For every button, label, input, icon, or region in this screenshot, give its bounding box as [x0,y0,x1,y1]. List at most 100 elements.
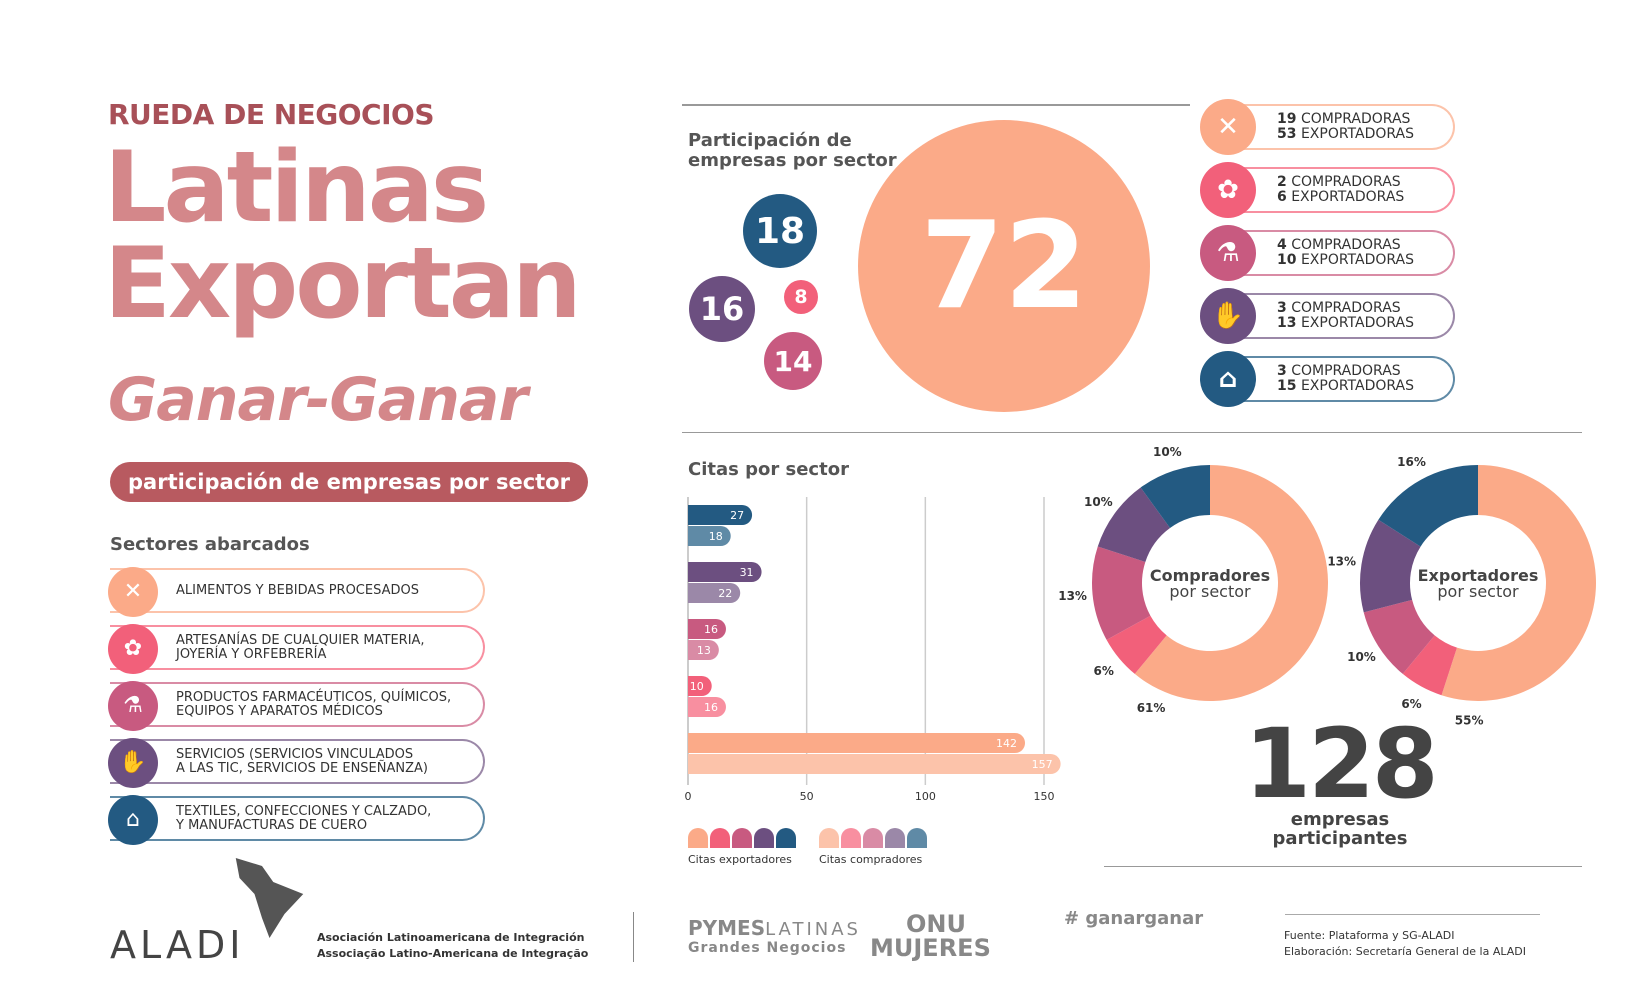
hash-icon: # [1064,908,1080,929]
sector-label: TEXTILES, CONFECCIONES Y CALZADO, [176,803,432,819]
exporters-label: EXPORTADORAS [1291,189,1405,205]
exporters-label: EXPORTADORAS [1300,252,1415,268]
slice-percent-label: 10% [1347,650,1376,664]
legend-swatch [885,828,905,848]
legend-swatch [841,828,861,848]
heading-line: Participación de [688,130,852,151]
bar-farma-exportadores [688,619,726,639]
credits-text: Elaboración: Secretaría General de la AL… [1284,945,1526,958]
source-text: Fuente: Plataforma y SG-ALADI [1284,929,1455,942]
count-item-artesanias: 2 COMPRADORAS 6 EXPORTADORAS [1237,167,1455,213]
legend-swatch [754,828,774,848]
bar-value-label: 31 [740,566,754,579]
sector-label: Y MANUFACTURAS DE CUERO [176,817,368,833]
buyers-label: COMPRADORAS [1291,174,1401,190]
buyers-label: COMPRADORAS [1291,237,1401,253]
aladi-name-pt: Associação Latino-Americana de Integraçã… [317,947,589,960]
pymes-text: PYMES [688,916,766,940]
aladi-names: Asociación Latinoamericana de Integració… [317,930,588,962]
sector-item-servicios: ✋ SERVICIOS (SERVICIOS VINCULADOS A LAS T… [108,738,485,788]
bar-value-label: 142 [996,737,1017,750]
buyers-count: 3 [1277,363,1287,379]
bar-artesanias-compradores [688,697,726,717]
hanger-icon: ⌂ [108,795,158,845]
onu-mujeres-logo: ONU MUJERES [870,912,991,960]
aladi-logo: ALADI [110,923,245,967]
hand-icon: ✋ [108,738,158,788]
exporters-count: 13 [1277,315,1297,331]
sector-label: ALIMENTOS Y BEBIDAS PROCESADOS [176,582,419,598]
donut-subtitle: por sector [1437,582,1519,601]
donut-title: Exportadores [1417,566,1539,585]
slice-percent-label: 6% [1401,697,1421,711]
sector-item-alimentos: ✕ ALIMENTOS Y BEBIDAS PROCESADOS [108,567,485,617]
buyers-count: 4 [1277,237,1287,253]
kicker: RUEDA DE NEGOCIOS [108,98,434,131]
donut-subtitle: por sector [1169,582,1251,601]
sectors-heading: Sectores abarcados [110,534,310,555]
bar-value-label: 10 [690,680,704,693]
donut-label-exportadores: Exportadores por sector [1378,568,1578,600]
buyers-count: 2 [1277,174,1287,190]
donut-slice-servicios [1360,519,1421,613]
bar-value-label: 13 [697,644,711,657]
legend-swatch [819,828,839,848]
sector-label: JOYERÍA Y ORFEBRERÍA [176,646,327,662]
sector-label: ARTESANÍAS DE CUALQUIER MATERIA, [176,632,425,648]
jewel-icon: ✿ [108,624,158,674]
bar-alimentos-exportadores [688,733,1026,753]
slice-percent-label: 55% [1455,714,1484,728]
title-line-1: Latinas [104,131,489,245]
donut-title: Compradores [1149,566,1271,585]
total-number: 128 [1244,708,1438,820]
exporters-count: 15 [1277,378,1297,394]
count-item-servicios: 3 COMPRADORAS 13 EXPORTADORAS [1237,293,1455,339]
legend-swatch [863,828,883,848]
exporters-label: EXPORTADORAS [1300,315,1415,331]
aladi-name-es: Asociación Latinoamericana de Integració… [317,931,585,944]
donut-slice-farma [1092,546,1151,640]
total-label: empresas [1290,809,1390,830]
legend-swatch [732,828,752,848]
exporters-count: 53 [1277,126,1297,142]
test-tube-icon: ⚗ [1200,225,1256,281]
bar-alimentos-compradores [687,754,1061,774]
x-tick-label: 50 [800,790,814,803]
x-tick-label: 100 [915,790,936,803]
fork-knife-icon: ✕ [108,567,158,617]
count-item-farma: 4 COMPRADORAS 10 EXPORTADORAS [1237,230,1455,276]
bar-textiles-compradores [688,526,731,546]
divider [1104,866,1582,867]
bar-value-label: 18 [709,530,723,543]
bar-value-label: 22 [718,587,732,600]
x-tick-label: 0 [685,790,692,803]
bubble-farma: 14 [764,332,822,390]
sector-label: SERVICIOS (SERVICIOS VINCULADOS [176,746,414,762]
donut-slice-textiles [1378,465,1478,547]
legend-label: Citas exportadores [688,853,792,866]
legend-exportadores: Citas exportadores [688,828,798,868]
donut-slice-alimentos [1134,465,1328,701]
legend-swatch [907,828,927,848]
bar-servicios-compradores [688,583,741,603]
legend-swatch [776,828,796,848]
sector-item-textiles: ⌂ TEXTILES, CONFECCIONES Y CALZADO, Y MAN… [108,795,485,845]
ganar-text: ganarganar [1085,908,1204,929]
bubble-servicios: 16 [689,276,755,342]
legend-compradores: Citas compradores [819,828,929,868]
fork-knife-icon: ✕ [1200,99,1256,155]
heading-line: empresas por sector [688,150,897,171]
grandes-text: Grandes Negocios [688,940,847,956]
buyers-label: COMPRADORAS [1291,300,1401,316]
sector-label: PRODUCTOS FARMACÉUTICOS, QUÍMICOS, [176,689,452,705]
slice-percent-label: 13% [1327,554,1356,568]
bubble-textiles: 18 [743,194,817,268]
divider [682,104,1190,106]
mujeres-text: MUJERES [870,934,991,962]
slice-percent-label: 10% [1084,495,1113,509]
exporters-count: 10 [1277,252,1297,268]
count-item-alimentos: 19 COMPRADORAS 53 EXPORTADORAS [1237,104,1455,150]
test-tube-icon: ⚗ [108,681,158,731]
